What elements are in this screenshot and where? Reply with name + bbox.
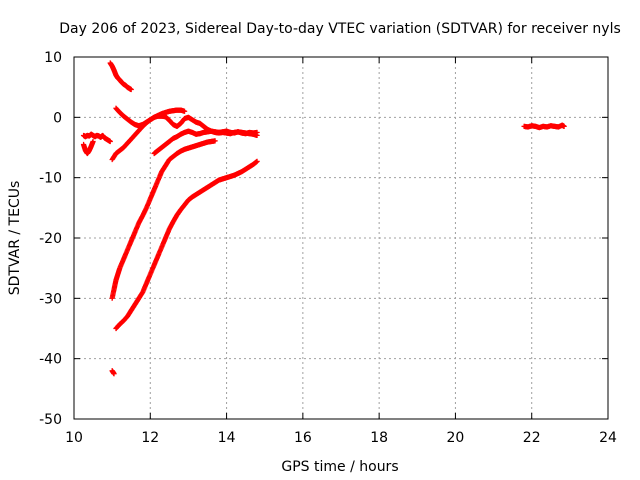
series-arc-6 <box>151 128 260 157</box>
x-tick-label: 24 <box>599 430 617 446</box>
y-tick-label: 0 <box>53 110 62 126</box>
data-point-marker <box>90 138 96 145</box>
x-axis-label: GPS time / hours <box>281 459 398 475</box>
y-tick-label: -50 <box>39 412 62 428</box>
data-point-marker <box>212 138 218 144</box>
x-tick-label: 22 <box>523 430 541 446</box>
series-arc-2 <box>80 138 96 157</box>
axis-ticks <box>73 56 609 420</box>
y-tick-label: -20 <box>39 231 62 247</box>
x-tick-label: 14 <box>218 430 236 446</box>
series-arc-9 <box>113 158 260 332</box>
data-point-marker <box>111 371 117 377</box>
x-tick-label: 18 <box>370 430 388 446</box>
y-tick-label: 10 <box>44 50 62 66</box>
data-point-marker <box>107 138 113 145</box>
data-point-marker <box>128 86 134 93</box>
series-arc-3 <box>107 60 134 93</box>
series-arc-10 <box>521 122 567 131</box>
x-tick-label: 20 <box>447 430 465 446</box>
data-point-marker <box>254 158 260 164</box>
series-arc-7 <box>109 138 218 301</box>
chart-title: Day 206 of 2023, Sidereal Day-to-day VTE… <box>59 21 621 37</box>
data-point-marker <box>561 123 567 129</box>
x-tick-label: 12 <box>141 430 159 446</box>
data-point-marker <box>182 108 188 114</box>
grid-lines <box>74 57 608 419</box>
tick-labels: 10 12 14 16 18 20 22 24 -50 -40 -30 -20 -10 0 10 <box>39 50 617 446</box>
x-tick-label: 10 <box>65 430 83 446</box>
y-axis-label: SDTVAR / TECUs <box>7 181 23 296</box>
series-arc-1 <box>80 131 113 145</box>
y-tick-label: -30 <box>39 291 62 307</box>
y-tick-label: -40 <box>39 352 62 368</box>
series-arc-8 <box>109 368 117 377</box>
data-series <box>80 60 567 377</box>
data-point-marker <box>254 132 260 139</box>
y-tick-label: -10 <box>39 171 62 187</box>
x-tick-label: 16 <box>294 430 312 446</box>
